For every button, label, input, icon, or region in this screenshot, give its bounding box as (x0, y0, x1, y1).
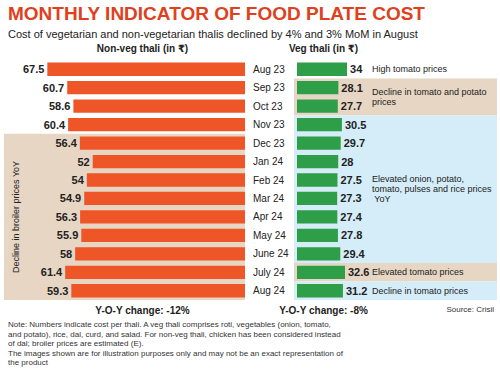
svg-text:The images shown are for illus: The images shown are for illustration pu… (8, 349, 345, 358)
svg-text:Decline in broiler prices YoY: Decline in broiler prices YoY (11, 161, 21, 273)
svg-text:58.6: 58.6 (49, 100, 70, 112)
svg-text:Non-veg thali (in ₹): Non-veg thali (in ₹) (97, 43, 188, 54)
svg-text:52: 52 (77, 156, 89, 168)
svg-text:55.9: 55.9 (57, 229, 78, 241)
svg-text:Y-O-Y change: -8%: Y-O-Y change: -8% (279, 305, 368, 316)
svg-text:34: 34 (350, 63, 363, 75)
svg-text:32.6: 32.6 (348, 266, 369, 278)
svg-text:54.9: 54.9 (60, 192, 81, 204)
svg-text:Aug 23: Aug 23 (253, 64, 285, 75)
svg-text:54: 54 (72, 174, 85, 186)
svg-text:Decline in tomato prices: Decline in tomato prices (372, 286, 469, 296)
svg-text:60.4: 60.4 (44, 119, 66, 131)
svg-text:Sep 23: Sep 23 (253, 82, 285, 93)
svg-text:Decline in tomato and potato: Decline in tomato and potato (372, 87, 489, 97)
svg-text:June 24: June 24 (253, 248, 289, 259)
svg-text:Elevated tomato prices: Elevated tomato prices (372, 267, 464, 277)
svg-text:28: 28 (341, 156, 353, 168)
svg-text:27.3: 27.3 (340, 192, 361, 204)
svg-text:MONTHLY INDICATOR OF FOOD PLAT: MONTHLY INDICATOR OF FOOD PLATE COST (8, 3, 425, 24)
svg-text:July 24: July 24 (253, 267, 285, 278)
svg-text:tomato, pulses and rice prices: tomato, pulses and rice prices (372, 184, 492, 194)
svg-text:27.8: 27.8 (341, 229, 362, 241)
svg-text:YoY: YoY (372, 194, 391, 204)
svg-text:Oct 23: Oct 23 (253, 101, 283, 112)
svg-text:Mar 24: Mar 24 (253, 193, 285, 204)
svg-text:Dec 23: Dec 23 (253, 138, 285, 149)
svg-text:Apr 24: Apr 24 (253, 211, 283, 222)
svg-text:prices: prices (372, 97, 397, 107)
svg-text:59.3: 59.3 (47, 285, 68, 297)
svg-text:28.1: 28.1 (341, 82, 362, 94)
svg-text:Jan 24: Jan 24 (253, 156, 283, 167)
svg-text:Note: Numbers indicate cost pe: Note: Numbers indicate cost per thali. A… (8, 320, 333, 329)
svg-text:27.4: 27.4 (340, 211, 362, 223)
svg-text:60.7: 60.7 (43, 82, 64, 94)
svg-text:Feb 24: Feb 24 (253, 175, 285, 186)
svg-text:Source: Crisil: Source: Crisil (446, 305, 494, 314)
svg-text:Cost of vegetarian and non-veg: Cost of vegetarian and non-vegetarian th… (8, 28, 418, 40)
svg-text:31.2: 31.2 (346, 285, 367, 297)
svg-text:and potato), rice, dal, curd,: and potato), rice, dal, curd, and salad.… (8, 330, 343, 339)
svg-text:58: 58 (60, 248, 72, 260)
svg-text:27.5: 27.5 (340, 174, 361, 186)
svg-text:High tomato prices: High tomato prices (372, 64, 448, 74)
svg-text:29.7: 29.7 (344, 137, 365, 149)
svg-text:Nov 23: Nov 23 (253, 119, 285, 130)
svg-text:27.7: 27.7 (341, 100, 362, 112)
svg-text:Elevated onion, potato,: Elevated onion, potato, (372, 174, 467, 184)
svg-text:29.4: 29.4 (343, 248, 365, 260)
svg-text:56.4: 56.4 (55, 137, 77, 149)
svg-text:the product: the product (8, 358, 49, 367)
svg-text:67.5: 67.5 (23, 63, 44, 75)
svg-text:56.3: 56.3 (56, 211, 77, 223)
svg-text:Y-O-Y change: -12%: Y-O-Y change: -12% (95, 305, 189, 316)
svg-text:May 24: May 24 (253, 230, 286, 241)
svg-text:61.4: 61.4 (41, 266, 63, 278)
svg-text:30.5: 30.5 (345, 119, 366, 131)
svg-text:Aug 24: Aug 24 (253, 285, 285, 296)
svg-text:Veg thali (in ₹): Veg thali (in ₹) (289, 43, 358, 54)
svg-text:of dal; broiler prices are est: of dal; broiler prices are estimated (E)… (8, 339, 144, 348)
